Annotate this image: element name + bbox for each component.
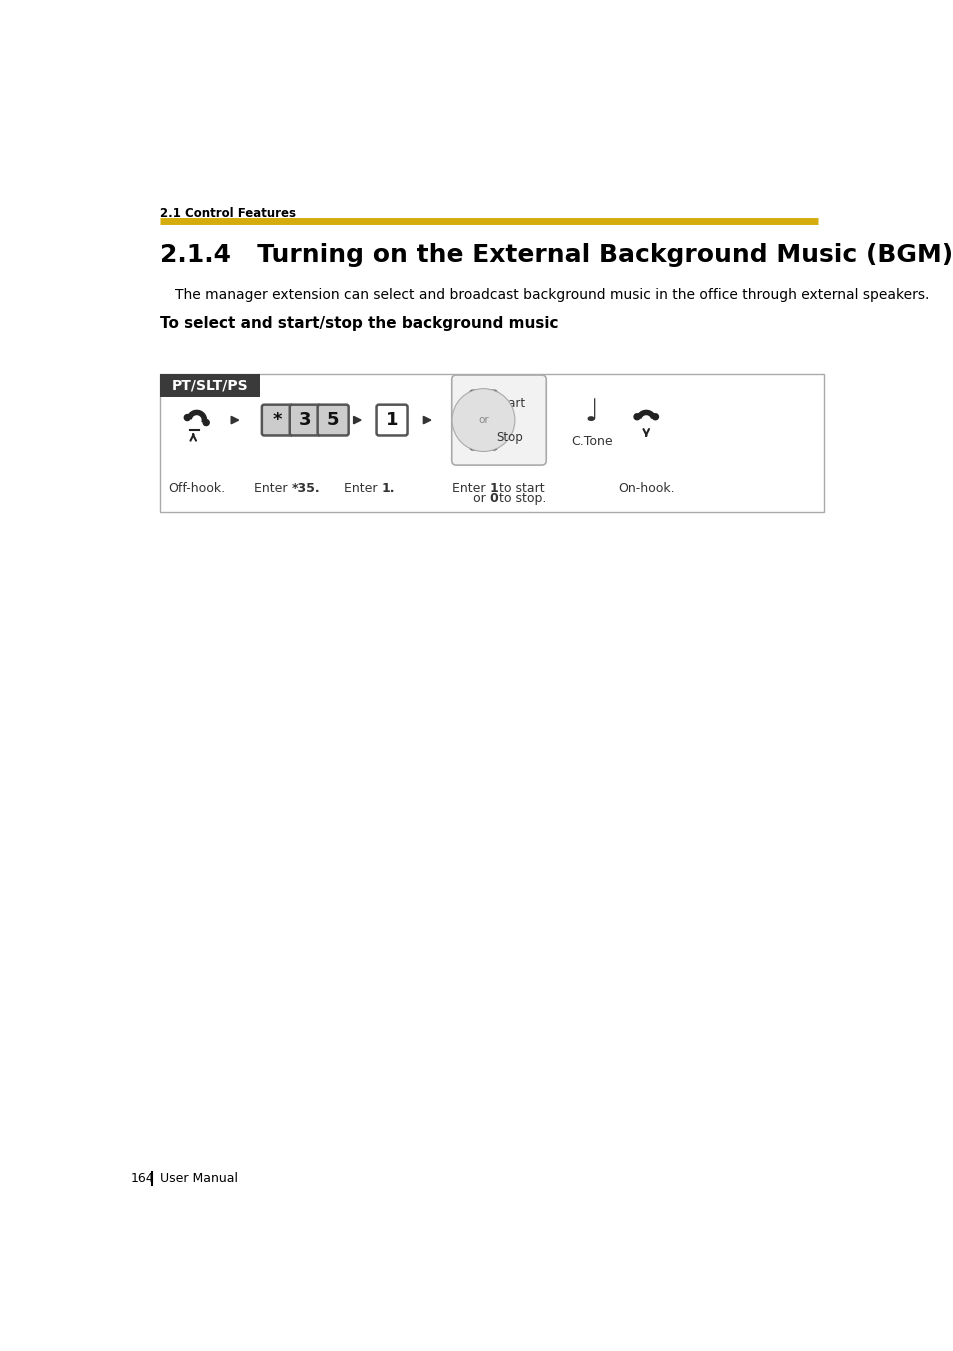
Bar [159,374,823,512]
FancyBboxPatch shape [376,405,407,435]
Text: *35.: *35. [291,482,319,494]
Text: Start: Start [496,397,524,409]
Text: PT/SLT/PS: PT/SLT/PS [172,378,248,392]
Text: Off-hook.: Off-hook. [168,482,225,494]
FancyBboxPatch shape [317,405,348,435]
Text: On-hook.: On-hook. [618,482,674,494]
Text: Enter: Enter [253,482,291,494]
Text: 5: 5 [327,411,339,430]
Polygon shape [187,411,206,423]
Bar [159,374,260,397]
Circle shape [203,420,209,426]
Polygon shape [423,416,431,424]
Circle shape [184,415,191,420]
Text: The manager extension can select and broadcast background music in the office th: The manager extension can select and bro… [174,288,928,301]
Circle shape [652,413,658,420]
Text: 3: 3 [298,411,312,430]
Text: 164: 164 [131,1173,154,1185]
FancyBboxPatch shape [261,405,293,435]
Text: to start: to start [495,482,544,494]
FancyBboxPatch shape [290,405,320,435]
Text: Enter: Enter [452,482,489,494]
FancyBboxPatch shape [470,424,497,450]
Text: C.Tone: C.Tone [571,435,612,449]
Text: Enter: Enter [344,482,381,494]
FancyBboxPatch shape [470,390,497,416]
Text: 2.1.4   Turning on the External Background Music (BGM): 2.1.4 Turning on the External Background… [159,243,952,267]
Polygon shape [354,416,360,424]
Text: or: or [477,415,488,426]
Text: 2.1 Control Features: 2.1 Control Features [159,207,295,220]
Text: 1: 1 [477,396,488,411]
Text: to stop.: to stop. [495,493,546,505]
Polygon shape [231,416,238,424]
Text: 1.: 1. [381,482,395,494]
Text: 0: 0 [477,430,488,444]
Circle shape [634,413,639,420]
Text: To select and start/stop the background music: To select and start/stop the background … [159,316,558,331]
Text: *: * [273,411,282,430]
Text: ♩: ♩ [584,399,598,427]
Text: Stop: Stop [496,431,522,443]
FancyBboxPatch shape [452,376,546,465]
Polygon shape [637,411,655,419]
Text: 1: 1 [385,411,398,430]
Text: or: or [473,493,489,505]
Text: 1: 1 [489,482,497,494]
Text: 0: 0 [489,493,497,505]
Text: User Manual: User Manual [159,1173,237,1185]
